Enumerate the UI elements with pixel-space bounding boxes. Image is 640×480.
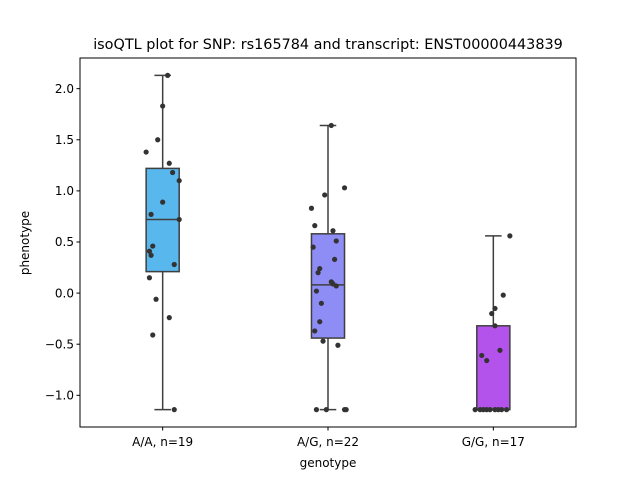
y-tick-label: −0.5 bbox=[45, 337, 74, 351]
data-point bbox=[500, 292, 506, 298]
data-point bbox=[176, 178, 182, 184]
y-tick-label: 1.0 bbox=[55, 184, 74, 198]
data-point bbox=[318, 300, 324, 306]
data-point bbox=[165, 72, 171, 78]
data-point bbox=[343, 407, 349, 413]
data-point bbox=[150, 332, 156, 338]
y-tick-label: 0.0 bbox=[55, 286, 74, 300]
y-tick-label: −1.0 bbox=[45, 389, 74, 403]
data-point bbox=[155, 137, 161, 143]
data-point bbox=[484, 357, 490, 364]
x-tick-label: A/A, n=19 bbox=[132, 435, 193, 449]
chart-title: isoQTL plot for SNP: rs165784 and transc… bbox=[93, 37, 563, 53]
data-point bbox=[328, 122, 334, 129]
data-point bbox=[507, 233, 513, 239]
data-point bbox=[315, 270, 321, 276]
data-point bbox=[330, 281, 336, 287]
y-tick-label: 2.0 bbox=[55, 82, 74, 96]
y-axis: −1.0 −0.5 0.0 0.5 1.0 1.5 2.0 bbox=[45, 82, 80, 403]
data-point bbox=[166, 315, 172, 321]
x-tick-label: G/G, n=17 bbox=[462, 435, 525, 449]
data-point bbox=[320, 338, 326, 344]
data-point bbox=[497, 347, 503, 353]
data-point bbox=[146, 275, 153, 281]
data-point bbox=[160, 103, 166, 109]
y-tick-label: 1.5 bbox=[55, 133, 74, 147]
data-point bbox=[479, 352, 485, 359]
data-point bbox=[150, 243, 156, 249]
box bbox=[310, 233, 346, 339]
data-point bbox=[312, 223, 318, 229]
y-axis-label: phenotype bbox=[18, 211, 32, 275]
data-point bbox=[335, 342, 341, 348]
data-point bbox=[492, 305, 498, 312]
data-point bbox=[489, 310, 495, 317]
data-point bbox=[341, 185, 348, 191]
data-point bbox=[146, 248, 153, 254]
data-point bbox=[313, 288, 320, 294]
data-point bbox=[333, 238, 339, 244]
data-point bbox=[169, 169, 176, 176]
data-point bbox=[330, 228, 336, 234]
data-point bbox=[312, 328, 318, 334]
data-point bbox=[499, 407, 505, 413]
data-point bbox=[176, 216, 182, 223]
data-point bbox=[492, 323, 498, 329]
data-point bbox=[323, 407, 329, 413]
data-point bbox=[148, 211, 154, 217]
data-point bbox=[322, 192, 328, 198]
data-point bbox=[317, 319, 323, 325]
data-point bbox=[317, 265, 323, 272]
data-point bbox=[153, 296, 159, 302]
data-point bbox=[171, 407, 177, 413]
data-point bbox=[171, 261, 177, 268]
data-point bbox=[503, 407, 510, 413]
x-tick-label: A/G, n=22 bbox=[297, 435, 359, 449]
data-point bbox=[487, 407, 493, 413]
data-point bbox=[148, 252, 154, 258]
data-point bbox=[143, 149, 149, 155]
plot-area bbox=[143, 72, 513, 413]
data-point bbox=[308, 205, 315, 211]
x-axis-label: genotype bbox=[300, 456, 357, 470]
data-point bbox=[310, 244, 316, 250]
box bbox=[476, 325, 511, 411]
data-point bbox=[313, 407, 320, 413]
y-tick-label: 0.5 bbox=[55, 235, 74, 249]
data-point bbox=[472, 407, 478, 413]
data-point bbox=[166, 160, 172, 166]
x-axis: A/A, n=19 A/G, n=22 G/G, n=17 bbox=[132, 427, 525, 449]
data-point bbox=[160, 199, 166, 205]
data-point bbox=[332, 256, 338, 262]
